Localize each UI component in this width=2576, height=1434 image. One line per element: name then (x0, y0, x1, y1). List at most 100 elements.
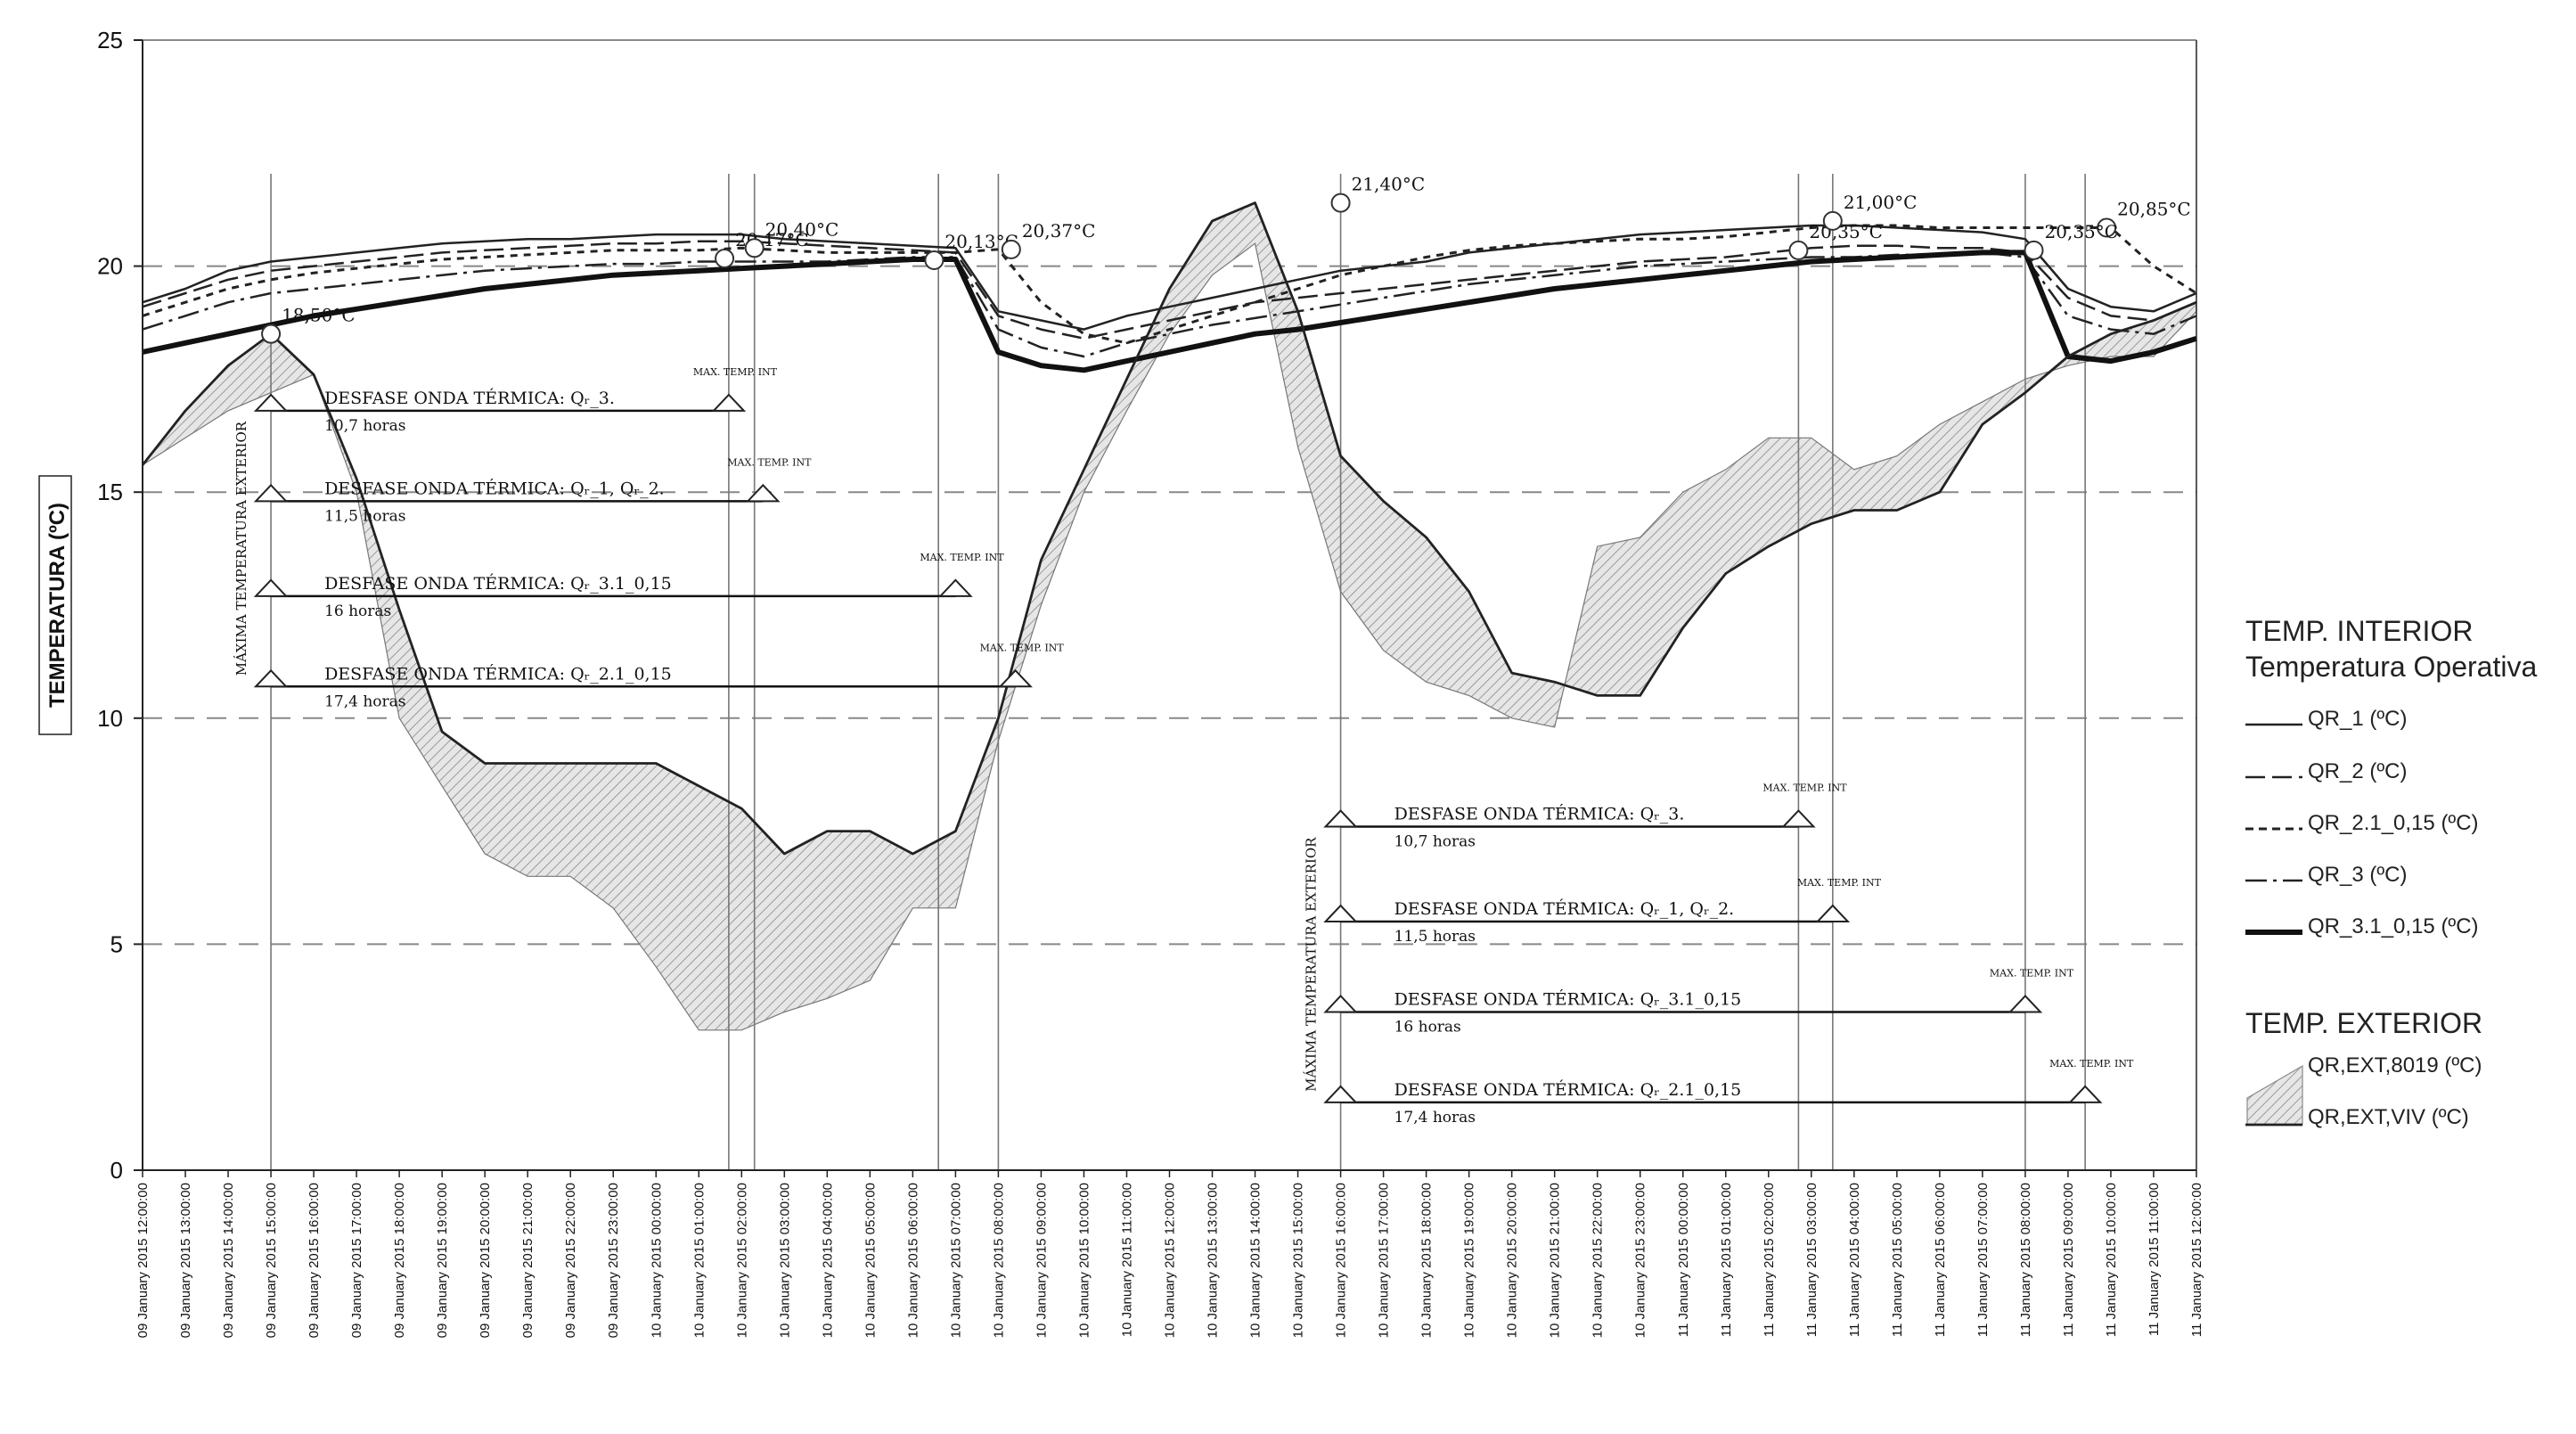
legend-interior-title: TEMP. INTERIOR (2245, 615, 2474, 647)
legend-item-qr3: QR_3 (ºC) (2308, 863, 2408, 887)
max-temp-int-marker: MAX. TEMP. INT (1762, 783, 1847, 794)
x-tick-label: 10 January 2015 08:00:00 (991, 1183, 1006, 1338)
x-tick-label: 09 January 2015 18:00:00 (392, 1183, 407, 1338)
peak-label: 21,00°C (1844, 192, 1918, 213)
x-tick-label: 09 January 2015 12:00:00 (135, 1183, 151, 1338)
y-tick-label: 25 (97, 27, 123, 53)
legend-fill-8019 (2246, 1064, 2303, 1126)
lag-end-triangle (938, 578, 973, 597)
x-tick-label: 10 January 2015 21:00:00 (1548, 1183, 1563, 1338)
x-tick-label: 09 January 2015 21:00:00 (520, 1183, 536, 1338)
lag-end-triangle (2067, 1085, 2103, 1103)
x-tick-label: 10 January 2015 18:00:00 (1419, 1183, 1435, 1338)
legend-interior-subtitle: Temperatura Operativa (2245, 651, 2538, 683)
x-tick-label: 11 January 2015 10:00:00 (2104, 1183, 2119, 1337)
x-tick-label: 09 January 2015 20:00:00 (478, 1183, 493, 1338)
lag-end-triangle (998, 668, 1033, 688)
max-temp-int-marker: MAX. TEMP. INT (980, 642, 1065, 653)
x-tick-label: 11 January 2015 01:00:00 (1719, 1183, 1734, 1337)
x-tick-label: 10 January 2015 13:00:00 (1206, 1183, 1221, 1338)
legend-item-qr2: QR_2 (ºC) (2308, 759, 2408, 783)
thermal-lag-annotations: MÁXIMA TEMPERATURA EXTERIOR DESFASE ONDA … (233, 366, 2134, 1127)
x-tick-label: 09 January 2015 16:00:00 (307, 1183, 322, 1338)
series-line-4 (142, 250, 2197, 373)
y-tick-label: 5 (110, 930, 123, 957)
x-tick-label: 09 January 2015 13:00:00 (178, 1183, 193, 1338)
grid-layer (143, 265, 2196, 946)
max-temp-exterior-label: MÁXIMA TEMPERATURA EXTERIOR (1304, 837, 1320, 1092)
lag-duration: 16 horas (324, 602, 391, 620)
legend-swatches (2245, 723, 2303, 1127)
x-tick-label: 09 January 2015 14:00:00 (221, 1183, 236, 1338)
series-line-2 (142, 224, 2197, 345)
x-tick-label: 10 January 2015 00:00:00 (649, 1183, 664, 1338)
lag-start-triangle (253, 483, 289, 503)
x-tick-label: 11 January 2015 08:00:00 (2018, 1183, 2033, 1337)
y-axis-title: TEMPERATURA (ºC) (45, 503, 70, 708)
x-tick-label: 11 January 2015 12:00:00 (2189, 1183, 2204, 1337)
lag-title: DESFASE ONDA TÉRMICA: Qᵣ_3.1_0,15 (324, 573, 672, 594)
x-tick-label: 10 January 2015 09:00:00 (1034, 1183, 1049, 1338)
series-line-5 (141, 201, 2197, 856)
x-tick-label: 10 January 2015 14:00:00 (1248, 1183, 1263, 1338)
lag-title: DESFASE ONDA TÉRMICA: Qᵣ_1, Qᵣ_2. (324, 478, 665, 498)
peak-marker (2097, 217, 2117, 238)
peak-marker (1001, 239, 1021, 259)
peak-marker (2024, 240, 2044, 260)
peak-label: 20,35°C (2045, 221, 2119, 242)
lag-duration: 16 horas (1394, 1018, 1461, 1036)
lag-start-triangle (1323, 1085, 1358, 1103)
x-tick-label: 09 January 2015 17:00:00 (349, 1183, 364, 1338)
y-tick-label: 15 (97, 479, 123, 505)
lag-duration: 17,4 horas (324, 692, 405, 710)
x-tick-label: 09 January 2015 22:00:00 (563, 1183, 578, 1338)
peak-marker (1330, 193, 1351, 213)
x-tick-label: 10 January 2015 04:00:00 (820, 1183, 835, 1338)
lag-duration: 10,7 horas (1394, 833, 1476, 851)
peak-marker (924, 250, 945, 271)
lag-end-triangle (1815, 904, 1851, 923)
lag-duration: 11,5 horas (324, 507, 405, 525)
x-tick-label: 09 January 2015 23:00:00 (606, 1183, 621, 1338)
max-temp-int-marker: MAX. TEMP. INT (2049, 1058, 2134, 1069)
x-tick-label: 09 January 2015 15:00:00 (264, 1183, 279, 1338)
x-tick-label: 11 January 2015 04:00:00 (1847, 1183, 1862, 1337)
x-tick-label: 10 January 2015 11:00:00 (1119, 1183, 1134, 1337)
legend-item-qr31: QR_3.1_0,15 (ºC) (2308, 914, 2479, 938)
lag-start-triangle (1323, 995, 1358, 1013)
legend-item-extviv: QR,EXT,VIV (ºC) (2308, 1105, 2469, 1129)
lag-end-triangle (711, 393, 747, 412)
x-tick-label: 11 January 2015 11:00:00 (2147, 1183, 2162, 1336)
x-tick-label: 10 January 2015 23:00:00 (1633, 1183, 1648, 1338)
x-tick-label: 11 January 2015 05:00:00 (1890, 1183, 1905, 1337)
x-tick-label: 11 January 2015 03:00:00 (1804, 1183, 1820, 1337)
x-tick-label: 11 January 2015 09:00:00 (2061, 1183, 2076, 1337)
x-tick-label: 10 January 2015 20:00:00 (1505, 1183, 1520, 1338)
legend-exterior-title: TEMP. EXTERIOR (2245, 1007, 2483, 1039)
x-tick-label: 09 January 2015 19:00:00 (435, 1183, 450, 1338)
peak-label: 20,40°C (765, 218, 839, 240)
axes-layer: 0 5 10 15 20 25 09 January 2015 12:00:00 09 Jan… (38, 27, 2204, 1338)
lag-title: DESFASE ONDA TÉRMICA: Qᵣ_1, Qᵣ_2. (1394, 898, 1735, 919)
y-tick-label: 0 (110, 1157, 123, 1184)
lag-title: DESFASE ONDA TÉRMICA: Qᵣ_2.1_0,15 (1394, 1079, 1742, 1100)
peak-marker (744, 238, 765, 258)
x-tick-label: 11 January 2015 07:00:00 (1975, 1183, 1991, 1337)
max-temp-int-marker: MAX. TEMP. INT (1990, 967, 2074, 979)
peak-label: 20,85°C (2117, 198, 2191, 219)
lag-start-triangle (253, 578, 289, 597)
exterior-fill-layer (142, 201, 2197, 1031)
peak-labels-layer: 18,50°C20,17°C20,40°C20,13°C20,37°C21,40… (261, 174, 2191, 344)
x-tick-label: 10 January 2015 22:00:00 (1591, 1183, 1606, 1338)
max-temp-int-marker: MAX. TEMP. INT (920, 552, 1004, 563)
lag-title: DESFASE ONDA TÉRMICA: Qᵣ_3. (1394, 804, 1685, 824)
x-tick-label: 10 January 2015 07:00:00 (948, 1183, 963, 1338)
peak-marker (715, 248, 735, 268)
x-tick-label: 10 January 2015 12:00:00 (1163, 1183, 1178, 1338)
peak-label: 20,37°C (1022, 220, 1096, 242)
lag-end-triangle (745, 483, 781, 503)
series-line-1 (142, 240, 2197, 340)
lag-end-triangle (1781, 809, 1816, 828)
x-tick-label: 11 January 2015 02:00:00 (1762, 1183, 1777, 1337)
max-temp-int-marker: MAX. TEMP. INT (693, 366, 778, 378)
